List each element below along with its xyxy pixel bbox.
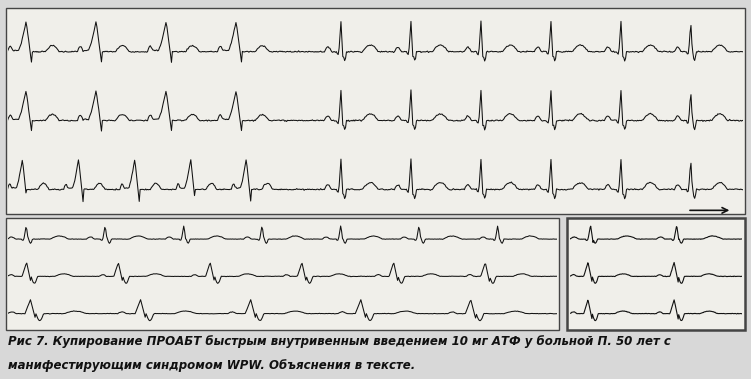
Bar xyxy=(6,218,559,330)
Text: манифестирующим синдромом WPW. Объяснения в тексте.: манифестирующим синдромом WPW. Объяснени… xyxy=(8,359,415,372)
Text: Рис 7. Купирование ПРОАБТ быстрым внутривенным введением 10 мг АТФ у больной П. : Рис 7. Купирование ПРОАБТ быстрым внутри… xyxy=(8,335,671,348)
Bar xyxy=(6,8,745,214)
Bar xyxy=(567,218,745,330)
